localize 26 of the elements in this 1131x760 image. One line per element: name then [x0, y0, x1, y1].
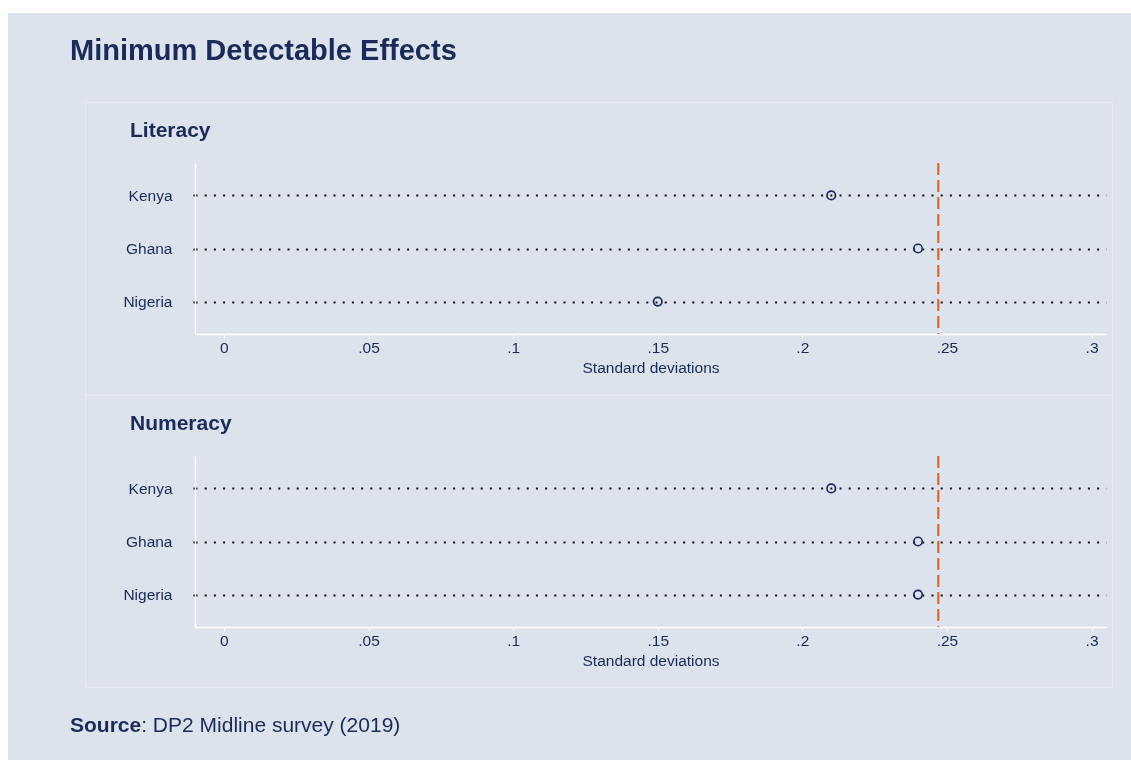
x-tick-label: .3	[1085, 338, 1099, 356]
x-tick-label: .2	[796, 338, 810, 356]
y-tick-label: Nigeria	[123, 586, 173, 604]
x-tick-label: .3	[1085, 631, 1099, 649]
x-tick-label: 0	[220, 631, 230, 649]
source-note: Source: DP2 Midline survey (2019)	[70, 713, 401, 736]
chart-subtitle: Literacy	[130, 118, 211, 141]
x-tick-label: .15	[647, 631, 670, 649]
x-tick-label: .1	[507, 631, 521, 649]
chart-title: Minimum Detectable Effects	[70, 34, 457, 66]
x-tick-label: .05	[358, 338, 380, 356]
y-tick-label: Kenya	[128, 479, 173, 497]
x-tick-label: .05	[358, 631, 380, 649]
y-tick-label: Ghana	[125, 533, 173, 550]
x-tick-label: .25	[936, 631, 959, 649]
x-tick-label: .25	[936, 338, 959, 356]
y-tick-label: Kenya	[128, 186, 173, 204]
y-tick-label: Nigeria	[123, 293, 173, 311]
x-axis-title: Standard deviations	[582, 652, 720, 669]
x-tick-label: 0	[220, 338, 230, 356]
y-tick-label: Ghana	[125, 240, 173, 257]
x-axis-title: Standard deviations	[582, 359, 720, 376]
x-tick-label: .2	[796, 631, 810, 649]
x-tick-label: .1	[507, 338, 521, 356]
x-tick-label: .15	[647, 338, 670, 356]
chart-subtitle: Numeracy	[130, 411, 232, 434]
